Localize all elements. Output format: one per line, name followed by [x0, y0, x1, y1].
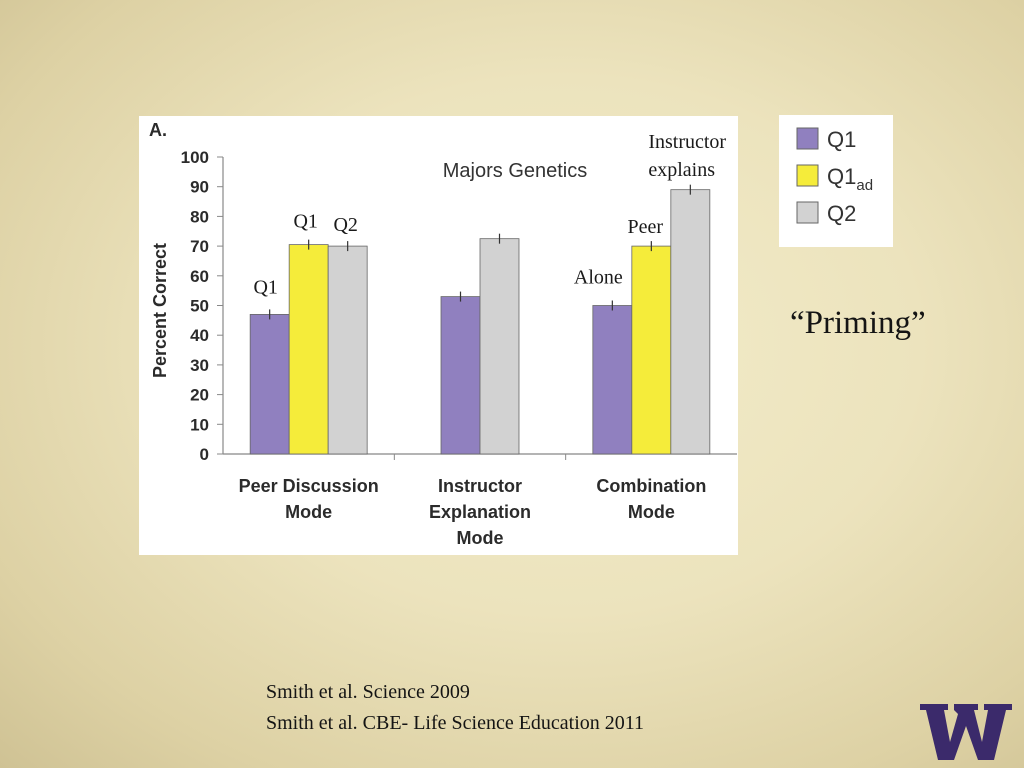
x-category-label: Peer Discussion	[239, 476, 379, 496]
chart-legend: Q1 Q1ad Q2	[779, 115, 893, 247]
bar-chart: A. Majors Genetics Percent Correct 0 10 20 30 4…	[149, 120, 737, 548]
annotation-alone: Alone	[574, 267, 623, 289]
y-tick-label: 60	[190, 267, 209, 286]
annotation-q2-peer-discussion: Q2	[333, 214, 357, 236]
x-category-label: Mode	[628, 502, 675, 522]
y-tick-label: 50	[190, 297, 209, 316]
y-tick-label: 40	[190, 326, 209, 345]
annotation-instructor-explains: explains	[648, 159, 715, 181]
citation-cbe-2011: Smith et al. CBE- Life Science Education…	[266, 712, 645, 734]
legend-label-q1ad: Q1ad	[827, 164, 873, 194]
bar-q1-category-3	[592, 305, 633, 455]
y-tick-label: 80	[190, 207, 209, 226]
legend-swatch-q2	[796, 201, 819, 224]
annotation-peer: Peer	[628, 216, 664, 238]
y-tick-label: 10	[190, 415, 209, 434]
y-tick-label: 20	[190, 386, 209, 405]
chart-title: Majors Genetics	[443, 160, 588, 182]
legend-label-q1: Q1	[827, 127, 856, 152]
annotation-q1ad-peer-discussion: Q1	[293, 211, 317, 233]
university-w-logo-icon	[920, 704, 1012, 760]
x-category-label: Combination	[596, 476, 706, 496]
annotation-instructor-explains: Instructor	[648, 131, 726, 153]
legend-label-q2: Q2	[827, 201, 856, 226]
legend-graphic: Q1 Q1ad Q2	[796, 127, 873, 226]
panel-label: A.	[149, 120, 167, 140]
bar-q1-category-2	[440, 296, 481, 455]
annotation-q1-peer-discussion: Q1	[253, 276, 277, 298]
x-category-label: Instructor	[438, 476, 522, 496]
y-tick-label: 30	[190, 356, 209, 375]
chart-panel: A. Majors Genetics Percent Correct 0 10 20 30 4…	[139, 116, 738, 555]
bar-q1-category-1	[249, 314, 290, 455]
citation-science-2009: Smith et al. Science 2009	[266, 681, 470, 703]
x-category-label: Mode	[457, 528, 504, 548]
y-tick-label: 100	[181, 148, 209, 167]
y-tick-label: 90	[190, 178, 209, 197]
bar-q2-category-2	[479, 238, 520, 455]
y-axis-label: Percent Correct	[150, 243, 170, 378]
bar-q1ad-category-3	[631, 245, 672, 455]
legend-swatch-q1ad	[796, 164, 819, 187]
legend-swatch-q1	[796, 127, 819, 150]
priming-heading: “Priming”	[790, 305, 926, 341]
bar-q1ad-category-1	[288, 244, 329, 455]
bar-q2-category-1	[327, 245, 368, 455]
y-tick-label: 0	[200, 445, 209, 464]
bar-q2-category-3	[670, 189, 711, 455]
y-tick-label: 70	[190, 237, 209, 256]
x-category-label: Explanation	[429, 502, 531, 522]
x-category-label: Mode	[285, 502, 332, 522]
